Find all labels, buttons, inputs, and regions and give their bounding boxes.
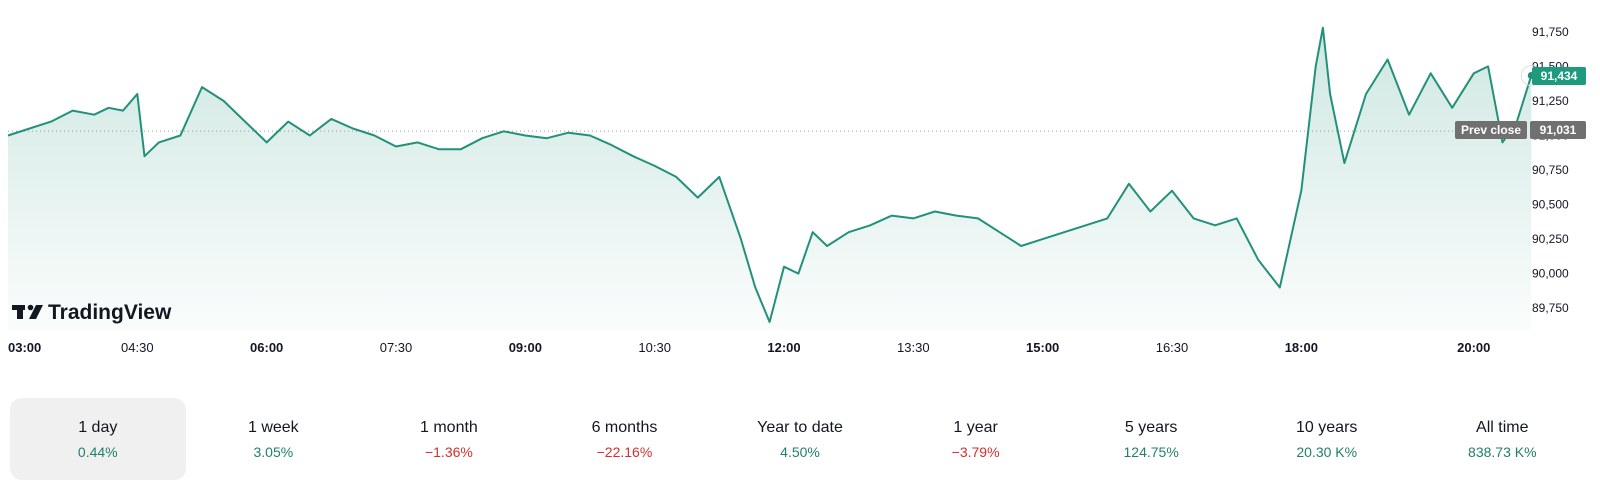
y-tick-label: 90,750: [1532, 163, 1569, 177]
x-tick-label: 13:30: [897, 340, 930, 355]
y-tick-label: 90,250: [1532, 232, 1569, 246]
range-button-1-week[interactable]: 1 week 3.05%: [186, 398, 362, 480]
x-tick-label: 16:30: [1156, 340, 1189, 355]
range-change: −1.36%: [424, 444, 473, 460]
range-label: 10 years: [1296, 419, 1358, 436]
range-button-year-to-date[interactable]: Year to date 4.50%: [712, 398, 888, 480]
range-change: −3.79%: [951, 444, 1000, 460]
price-chart: 91,75091,50091,25091,00090,75090,50090,2…: [7, 25, 1586, 355]
y-tick-label: 90,500: [1532, 198, 1569, 212]
range-change: −22.16%: [596, 444, 653, 460]
range-change: 838.73 K%: [1468, 444, 1537, 460]
range-change: 0.44%: [77, 444, 118, 460]
x-tick-label: 18:00: [1285, 340, 1318, 355]
tradingview-mark-icon: [12, 304, 43, 319]
last-price-tag: 91,434: [1532, 67, 1586, 85]
range-change: 3.05%: [253, 444, 294, 460]
x-tick-label: 15:00: [1026, 340, 1059, 355]
range-change: 20.30 K%: [1296, 444, 1358, 460]
range-selector: 1 day 0.44% 1 week 3.05% 1 month −1.36% 6 mont…: [10, 398, 1590, 480]
y-tick-label: 91,750: [1532, 25, 1569, 39]
prev-close-label: Prev close: [1461, 123, 1521, 137]
x-tick-label: 06:00: [250, 340, 283, 355]
range-label: Year to date: [757, 419, 843, 436]
range-label: All time: [1476, 419, 1529, 436]
range-label: 1 year: [953, 419, 998, 436]
x-axis: 03:00 04:30 06:00 07:30 09:00 10:30 12:00 13:30…: [8, 340, 1490, 355]
x-tick-label: 04:30: [121, 340, 154, 355]
price-area-fill: [8, 27, 1532, 330]
range-label: 1 day: [78, 419, 118, 436]
range-change: 4.50%: [780, 444, 820, 460]
x-tick-label: 07:30: [380, 340, 413, 355]
range-label: 6 months: [591, 419, 658, 436]
range-button-all-time[interactable]: All time 838.73 K%: [1415, 398, 1591, 480]
range-label: 1 week: [247, 419, 299, 436]
x-tick-label: 03:00: [8, 340, 41, 355]
y-tick-label: 89,750: [1532, 301, 1569, 315]
range-button-10-years[interactable]: 10 years 20.30 K%: [1239, 398, 1415, 480]
y-tick-label: 90,000: [1532, 267, 1569, 281]
last-price-value: 91,434: [1541, 69, 1578, 83]
range-label: 5 years: [1124, 419, 1178, 436]
y-tick-label: 91,250: [1532, 94, 1569, 108]
range-button-5-years[interactable]: 5 years 124.75%: [1063, 398, 1239, 480]
tradingview-wordmark: TradingView: [48, 301, 172, 324]
prev-close-value: 91,031: [1540, 123, 1577, 137]
range-button-6-months[interactable]: 6 months −22.16%: [537, 398, 713, 480]
range-button-1-year[interactable]: 1 year −3.79%: [888, 398, 1064, 480]
range-label: 1 month: [420, 419, 478, 436]
range-button-1-day[interactable]: 1 day 0.44%: [10, 398, 186, 480]
range-change: 124.75%: [1123, 444, 1179, 460]
price-line: [7, 26, 1533, 323]
x-tick-label: 10:30: [638, 340, 671, 355]
x-tick-label: 09:00: [509, 340, 542, 355]
x-tick-label: 20:00: [1457, 340, 1490, 355]
range-button-1-month[interactable]: 1 month −1.36%: [361, 398, 537, 480]
tradingview-logo: TradingView: [12, 301, 172, 324]
x-tick-label: 12:00: [767, 340, 800, 355]
prev-close-tag: Prev close 91,031: [1455, 121, 1586, 139]
